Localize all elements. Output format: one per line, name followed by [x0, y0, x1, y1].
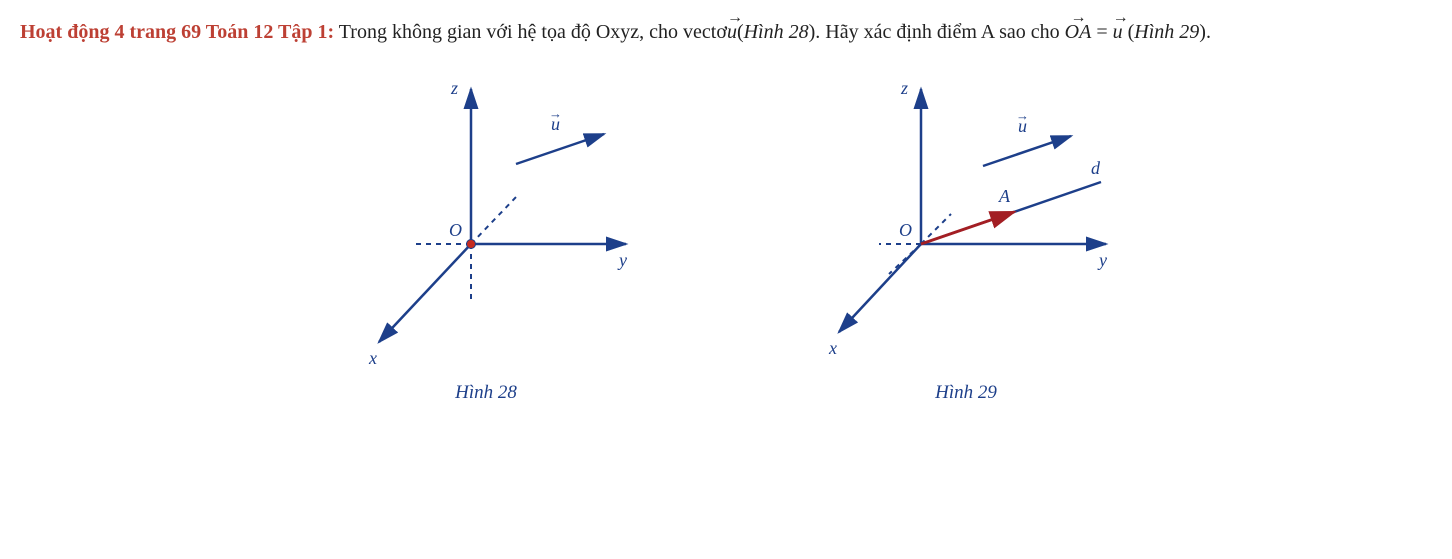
- neg-x-dash: [471, 196, 517, 244]
- o-label: O: [449, 220, 462, 240]
- x-label: x: [828, 338, 837, 358]
- z-label: z: [900, 78, 908, 98]
- vector-u-inline-1: →u: [727, 10, 737, 54]
- text-seg-1a: Trong không gian với hệ tọa độ Oxyz, cho…: [334, 21, 727, 43]
- a-label: A: [998, 186, 1011, 206]
- o-label: O: [899, 220, 912, 240]
- figures-row: u → z y x O Hình 28: [20, 74, 1432, 404]
- x-axis: [379, 244, 471, 342]
- figure-28-svg: u → z y x O: [321, 74, 651, 374]
- arrow-over-icon: →: [1113, 0, 1123, 35]
- ref-hinh29: Hình 29: [1134, 21, 1199, 43]
- arrow-over-icon: →: [727, 0, 737, 35]
- vector-u-inline-2: →u: [1113, 10, 1123, 54]
- text-seg-1d: ). Hãy xác định điểm A sao cho: [809, 21, 1065, 43]
- text-seg-1g: ).: [1199, 21, 1211, 43]
- problem-paragraph: Hoạt động 4 trang 69 Toán 12 Tập 1: Tron…: [20, 10, 1432, 54]
- x-axis: [839, 244, 921, 332]
- x-label: x: [368, 348, 377, 368]
- figure-28: u → z y x O Hình 28: [321, 74, 651, 404]
- equals-sign: =: [1091, 21, 1112, 43]
- arrow-over-icon: →: [1016, 108, 1029, 123]
- oa-vector-arrow: [921, 212, 1014, 244]
- ref-hinh28: Hình 28: [744, 21, 809, 43]
- z-label: z: [450, 78, 458, 98]
- arrow-over-icon: →: [1065, 0, 1092, 35]
- heading: Hoạt động 4 trang 69 Toán 12 Tập 1:: [20, 21, 334, 43]
- d-label: d: [1091, 158, 1101, 178]
- arrow-over-icon: →: [549, 106, 562, 121]
- figure-29-svg: u → d A z y x O: [801, 74, 1131, 374]
- u-vector-arrow: [516, 134, 604, 164]
- figure-28-caption: Hình 28: [455, 382, 517, 404]
- y-label: y: [1097, 250, 1107, 270]
- y-label: y: [617, 250, 627, 270]
- vector-oa-inline: →OA: [1065, 10, 1092, 54]
- u-vector-arrow: [983, 136, 1071, 166]
- origin-dot: [467, 240, 476, 249]
- figure-29-caption: Hình 29: [935, 382, 997, 404]
- figure-29: u → d A z y x O Hình 29: [801, 74, 1131, 404]
